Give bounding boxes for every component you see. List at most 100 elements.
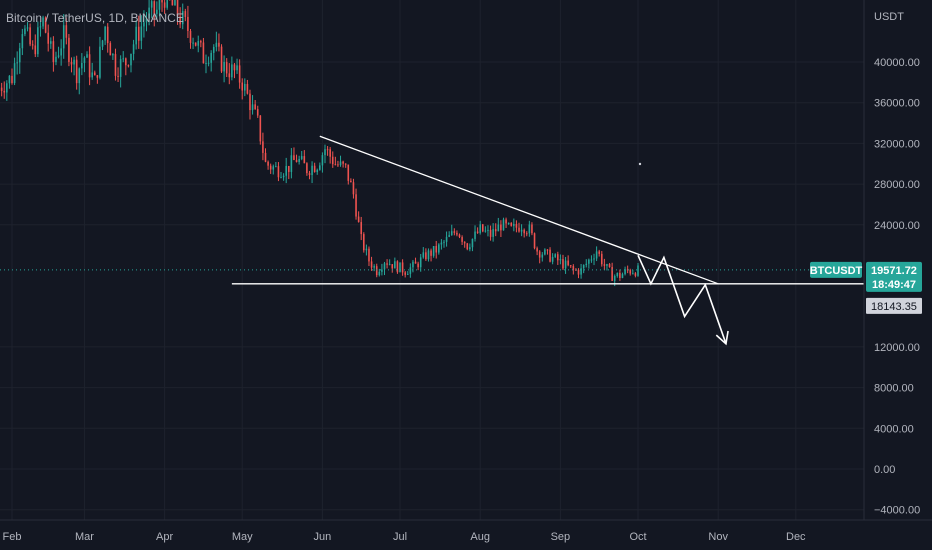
candle-body [293, 155, 295, 160]
time-axis[interactable]: Feb Mar Apr May Jun Jul Aug Sep Oct Nov Dec [3, 531, 807, 543]
candle-body [16, 62, 18, 64]
candle-body [303, 156, 306, 164]
candle-body [598, 251, 600, 254]
candle-body [450, 231, 453, 236]
time-tick-label: Jun [314, 531, 332, 543]
price-axis[interactable]: 40000.00 36000.00 32000.00 28000.00 24000.00… [874, 57, 920, 517]
candle-body [329, 149, 331, 157]
candle-body [582, 265, 585, 269]
candle-body [342, 161, 344, 164]
candle-body [531, 224, 533, 234]
candle-body [308, 173, 311, 176]
candle-body [26, 27, 29, 29]
candle-body [595, 251, 598, 259]
price-tick-label: 8000.00 [874, 383, 914, 395]
candle-body [62, 25, 65, 49]
candle-body [285, 165, 287, 176]
candle-body [29, 27, 31, 45]
candle-body [525, 233, 528, 235]
candle-body [489, 229, 492, 237]
candle-body [3, 90, 6, 93]
candle-body [476, 231, 479, 233]
candle-body [378, 271, 381, 276]
candle-body [119, 59, 122, 77]
candle-body [388, 264, 391, 266]
price-tick-label: 0.00 [874, 464, 895, 476]
candle-body [562, 259, 564, 269]
candle-body [430, 250, 432, 256]
candle-body [236, 65, 238, 71]
candle-body [262, 141, 264, 153]
candle-body [637, 265, 639, 276]
candle-body [538, 251, 541, 258]
candle-body [140, 26, 143, 41]
candle-body [355, 194, 357, 217]
candle-body [68, 37, 70, 62]
candle-body [241, 82, 244, 91]
candle-body [427, 250, 430, 260]
candle-body [520, 229, 523, 232]
candle-body [106, 26, 109, 44]
candle-body [321, 155, 324, 166]
forecast-zigzag-path[interactable] [637, 254, 727, 345]
candle-body [96, 75, 99, 78]
candle-body [331, 156, 334, 165]
candle-body [112, 54, 114, 56]
candle-body [474, 231, 476, 239]
candle-body [417, 263, 419, 268]
candle-body [440, 242, 443, 245]
candle-body [264, 152, 267, 162]
candle-body [153, 1, 156, 14]
candle-body [564, 260, 567, 269]
candle-body [319, 165, 321, 170]
candle-body [624, 269, 626, 275]
candlestick-series [0, 0, 639, 287]
price-tick-label: 4000.00 [874, 423, 914, 435]
candle-body [73, 59, 75, 65]
candle-body [554, 254, 557, 257]
candle-body [8, 75, 11, 84]
candle-body [137, 26, 140, 41]
candle-body [11, 75, 13, 84]
candle-body [577, 269, 580, 275]
price-tick-label: 32000.00 [874, 138, 920, 150]
candle-body [93, 72, 96, 76]
candle-body [401, 262, 404, 273]
candle-body [629, 270, 632, 274]
candle-body [608, 264, 611, 268]
candle-body [91, 72, 93, 78]
candle-body [150, 1, 153, 8]
price-tick-label: 12000.00 [874, 342, 920, 354]
candle-body [125, 58, 127, 66]
price-tick-label: 36000.00 [874, 98, 920, 110]
candle-body [347, 164, 350, 181]
candle-body [471, 238, 474, 248]
descending-trendline[interactable] [319, 135, 719, 285]
price-tick-label: −4000.00 [874, 505, 920, 517]
candle-body [251, 104, 254, 111]
time-tick-label: Aug [470, 531, 490, 543]
candle-body [189, 30, 192, 43]
chart-title: Bitcoin / TetherUS, 1D, BINANCE [6, 11, 184, 25]
candle-body [259, 115, 262, 142]
candle-body [500, 224, 502, 231]
price-tick-label: 24000.00 [874, 220, 920, 232]
candle-body [0, 87, 3, 91]
time-tick-label: Sep [551, 531, 571, 543]
candle-body [246, 83, 249, 94]
candle-body [461, 237, 463, 242]
candle-body [621, 274, 624, 278]
candle-body [551, 256, 554, 262]
candle-body [613, 275, 616, 281]
candle-body [130, 53, 132, 66]
candle-body [256, 109, 259, 116]
candle-body [238, 65, 241, 83]
candle-body [600, 253, 603, 265]
candle-body [156, 9, 158, 14]
candle-body [228, 73, 231, 78]
candle-body [515, 223, 518, 228]
candle-body [184, 11, 187, 17]
candle-body [494, 229, 497, 232]
